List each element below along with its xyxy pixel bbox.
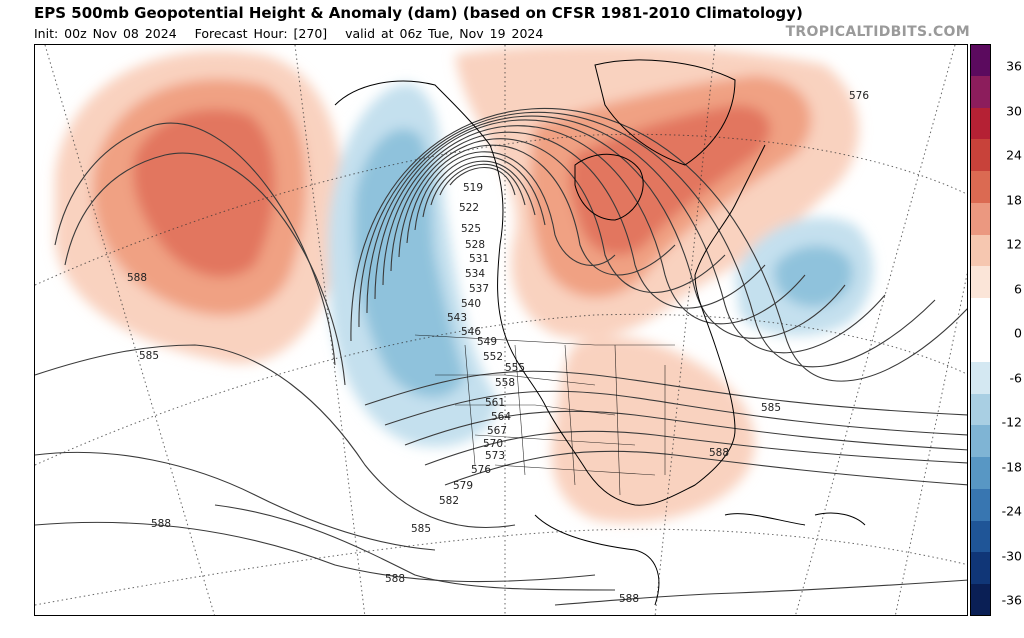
colorbar-segment [970,393,991,426]
colorbar-segment [970,234,991,267]
contour-label-579: 579 [453,480,473,492]
contour-label-522: 522 [459,202,479,214]
contour-label-543: 543 [447,312,467,324]
contour-labels: 519 522 525 528 531 534 537 540 543 546 … [127,90,869,605]
init-time: Init: 00z Nov 08 2024 [34,26,177,41]
colorbar-tick-label: 6 [1014,281,1022,296]
north-america-coast [334,80,766,506]
colorbar-segment [970,457,991,490]
colorbar-tick-label: 24 [1006,147,1022,163]
colorbar-segment [970,139,991,172]
contour-label-576-south: 576 [471,464,491,476]
height-contours [35,108,967,606]
colorbar-segment [970,425,991,458]
coastlines [334,59,866,606]
contour-label-582: 582 [439,495,459,507]
anomaly-positive-southeast [551,336,755,523]
contour-label-558: 558 [495,377,515,389]
colorbar-segment [970,520,991,553]
contour-label-561: 561 [485,397,505,409]
contour-label-576-greenland: 576 [849,90,869,102]
state-borders [414,334,675,496]
contour-label-588-gulf: 588 [709,447,729,459]
colorbar-tick-label: 0 [1014,325,1022,341]
anomaly-positive-pacific-core [133,109,275,278]
colorbar-segment [970,202,991,236]
contour-label-585-pacific: 585 [139,350,159,362]
colorbar-tick-label: 36 [1006,58,1022,74]
contour-label-531: 531 [469,253,489,265]
contour-label-588-west: 588 [151,518,171,530]
valid-time: valid at 06z Tue, Nov 19 2024 [345,26,544,41]
contour-label-540: 540 [461,298,481,310]
colorbar-segment [970,171,991,204]
contour-label-588-mexico: 588 [385,573,405,585]
contour-label-534: 534 [465,268,485,280]
contour-label-555: 555 [505,362,525,374]
anomaly-shading [55,45,874,523]
colorbar-tick-label: -24 [1001,503,1022,519]
contour-label-552: 552 [483,351,503,363]
colorbar-segment [970,298,991,331]
hudson-bay [574,153,644,221]
map-panel: 519 522 525 528 531 534 537 540 543 546 … [34,44,968,616]
colorbar-frame [970,44,991,616]
contour-label-570: 570 [483,438,503,450]
cuba [724,513,806,526]
anomaly-colorbar: 36 30 24 18 12 6 0 -6 -12 -18 -24 -30 -36 [970,44,1022,617]
greenland [594,59,736,166]
anomaly-negative-west-core [354,128,465,398]
chart-title: EPS 500mb Geopotential Height & Anomaly … [34,4,803,22]
contour-label-573: 573 [485,450,505,462]
colorbar-segment [970,552,991,585]
contour-label-564: 564 [491,411,511,423]
contour-label-519: 519 [463,182,483,194]
contour-label-549: 549 [477,336,497,348]
contour-label-588-pacific: 588 [127,272,147,284]
forecast-hour: Forecast Hour: [270] [194,26,328,41]
colorbar-segment [970,266,991,299]
colorbar-tick-label: -18 [1001,459,1022,474]
gulf-coast [534,514,660,606]
colorbar-tick-label: 18 [1006,192,1022,207]
contour-label-585-atlantic: 585 [761,402,781,414]
colorbar-segment [970,107,991,140]
colorbar-segment [970,75,991,109]
weather-map: 519 522 525 528 531 534 537 540 543 546 … [35,45,967,615]
colorbar-segment [970,584,991,617]
contour-label-585-baja: 585 [411,523,431,535]
hispaniola [814,512,866,526]
contour-label-528: 528 [465,239,485,251]
contour-label-525: 525 [461,223,481,235]
site-credit: TROPICALTIDBITS.COM [785,24,970,40]
colorbar-segment [970,361,991,395]
contour-label-567: 567 [487,425,507,437]
colorbar-segment [970,44,991,77]
anomaly-negative-atlantic-core [774,245,853,307]
colorbar-tick-label: 30 [1006,103,1022,118]
contour-label-546: 546 [461,326,481,338]
colorbar-segment [970,330,991,363]
run-info: Init: 00z Nov 08 2024 Forecast Hour: [27… [34,26,543,41]
contour-label-537: 537 [469,283,489,295]
colorbar-tick-label: -6 [1009,370,1022,385]
colorbar-tick-label: 12 [1006,236,1022,252]
colorbar-tick-label: -36 [1001,592,1022,608]
colorbar-tick-label: -30 [1001,548,1022,563]
contour-label-588-caribbean: 588 [619,593,639,605]
colorbar-segment [970,488,991,522]
colorbar-tick-label: -12 [1001,414,1022,430]
